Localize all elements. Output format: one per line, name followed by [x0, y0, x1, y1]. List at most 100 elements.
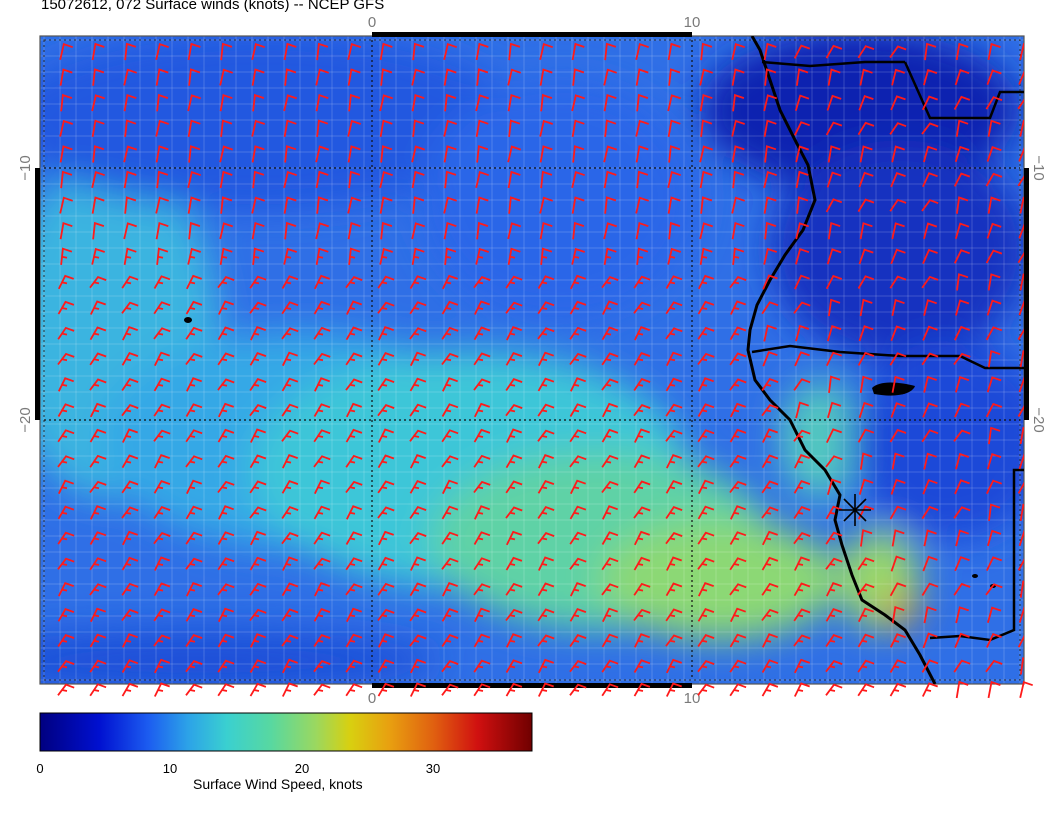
wind-barb: [793, 506, 811, 519]
wind-barb: [537, 453, 554, 469]
wind-barb: [409, 634, 427, 647]
wind-barb: [57, 274, 74, 290]
wind-barb: [923, 452, 937, 470]
wind-barb: [601, 583, 619, 596]
wind-barb: [697, 660, 715, 673]
wind-barb: [316, 119, 329, 137]
wind-barb: [345, 326, 363, 341]
wind-barb: [986, 632, 1002, 648]
left-axis-bar: [35, 168, 40, 420]
wind-barb: [697, 581, 714, 597]
wind-barb: [409, 453, 426, 469]
wind-barb: [985, 172, 1003, 187]
wind-barb: [985, 583, 1003, 596]
wind-barb: [572, 68, 585, 86]
wind-barb: [539, 222, 553, 240]
wind-barb: [986, 452, 1002, 470]
wind-barb: [249, 582, 267, 596]
wind-barb: [697, 683, 715, 696]
wind-barb: [793, 301, 811, 314]
wind-barb: [249, 608, 267, 622]
wind-barb: [187, 196, 201, 214]
wind-barb: [761, 506, 779, 519]
wind-barb: [987, 680, 1001, 699]
graticule: [44, 40, 1020, 680]
wind-barb: [988, 503, 1001, 522]
wind-barb: [537, 532, 555, 545]
wind-barb: [377, 351, 395, 366]
wind-barb: [793, 429, 811, 442]
wind-barb: [954, 145, 970, 163]
wind-barb: [732, 170, 745, 189]
wind-barb: [57, 683, 75, 696]
wind-barb: [731, 119, 745, 137]
wind-barb: [59, 145, 73, 163]
wind-barb: [153, 556, 170, 571]
wind-barb: [345, 683, 363, 697]
wind-barb: [185, 581, 202, 597]
wind-barb: [217, 607, 234, 623]
wind-barb: [665, 327, 683, 340]
wind-barb: [729, 402, 746, 418]
wind-barb: [764, 68, 777, 86]
wind-barb: [443, 43, 457, 61]
wind-barb: [249, 506, 267, 519]
wind-barb: [729, 659, 747, 673]
wind-barb: [60, 247, 73, 265]
wind-barb: [860, 529, 873, 547]
wind-barb: [217, 633, 235, 648]
wind-barb: [443, 68, 457, 86]
wind-barb: [540, 170, 553, 189]
wind-barb: [665, 682, 682, 697]
wind-barb: [921, 429, 939, 443]
wind-barb: [891, 375, 905, 393]
wind-barb: [475, 42, 489, 61]
wind-barb: [601, 557, 619, 571]
wind-barb: [377, 378, 395, 391]
wind-barb: [761, 301, 779, 315]
inner-frame: [43, 39, 1021, 681]
wind-barb: [857, 683, 875, 697]
wind-barb: [57, 581, 74, 597]
wind-barb: [281, 682, 298, 697]
wind-barb: [185, 683, 203, 696]
wind-barb: [569, 352, 587, 366]
wind-barb: [1020, 657, 1024, 675]
wind-barb: [795, 145, 809, 163]
wind-barb: [539, 145, 553, 163]
wind-barb: [185, 531, 203, 545]
wind-barb: [955, 42, 969, 61]
wind-barb: [795, 324, 810, 342]
wind-barb: [955, 680, 969, 699]
wind-barb: [636, 247, 649, 265]
wind-barb: [955, 529, 969, 547]
wind-barb: [859, 68, 873, 86]
wind-barb: [377, 275, 395, 289]
wind-barb: [473, 480, 491, 494]
wind-barb: [92, 221, 105, 240]
wind-barb: [985, 326, 1003, 341]
wind-barb: [923, 529, 937, 547]
wind-barb: [1019, 119, 1024, 137]
wind-barb: [473, 659, 491, 673]
wind-barb: [441, 326, 459, 340]
wind-barb: [633, 325, 650, 341]
wind-barb: [281, 479, 299, 494]
wind-barb: [953, 429, 971, 442]
wind-barb: [795, 248, 810, 265]
wind-barb: [633, 301, 651, 314]
wind-barb: [57, 505, 75, 520]
wind-barb: [569, 479, 586, 495]
wind-barb: [217, 428, 235, 443]
wind-barb: [891, 299, 905, 316]
wind-barb: [537, 608, 555, 622]
wind-barb: [123, 94, 137, 112]
wind-barb: [1017, 481, 1024, 494]
wind-barb: [891, 68, 905, 86]
wind-barb: [604, 42, 617, 61]
wind-barb: [153, 327, 171, 340]
wind-barb: [409, 582, 427, 597]
wind-barb: [732, 247, 745, 265]
wind-barb: [251, 43, 265, 61]
wind-barb: [1018, 146, 1024, 162]
